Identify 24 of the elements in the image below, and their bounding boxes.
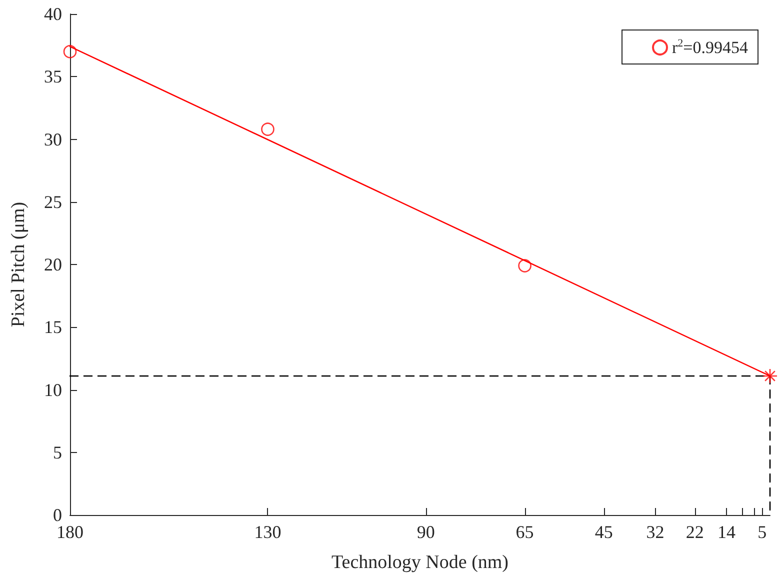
y-tick-label: 20 [44, 254, 62, 274]
x-axis-title: Technology Node (nm) [331, 552, 509, 573]
point [762, 368, 778, 384]
y-tick-label: 40 [44, 4, 62, 24]
x-tick-label: 22 [686, 522, 704, 542]
x-tick-label: 90 [416, 522, 435, 542]
x-tick-label: 45 [594, 522, 613, 542]
x-tick-label: 180 [56, 522, 84, 542]
x-tick-label: 14 [717, 522, 736, 542]
y-axis-title: Pixel Pitch (μm) [8, 202, 29, 328]
y-tick-label: 35 [44, 66, 62, 87]
y-tick-label: 5 [53, 442, 62, 462]
y-tick-label: 30 [44, 129, 62, 150]
y-tick-label: 25 [44, 192, 62, 212]
y-tick-label: 0 [53, 505, 62, 525]
x-tick-label: 65 [516, 522, 534, 542]
y-tick-label: 10 [44, 380, 62, 400]
x-tick-label: 5 [758, 522, 767, 542]
point [518, 259, 532, 272]
y-tick-label: 15 [44, 317, 62, 338]
x-tick-label: 130 [254, 522, 282, 542]
x-tick-label: 32 [646, 522, 664, 542]
point [63, 44, 77, 58]
point [261, 122, 274, 136]
